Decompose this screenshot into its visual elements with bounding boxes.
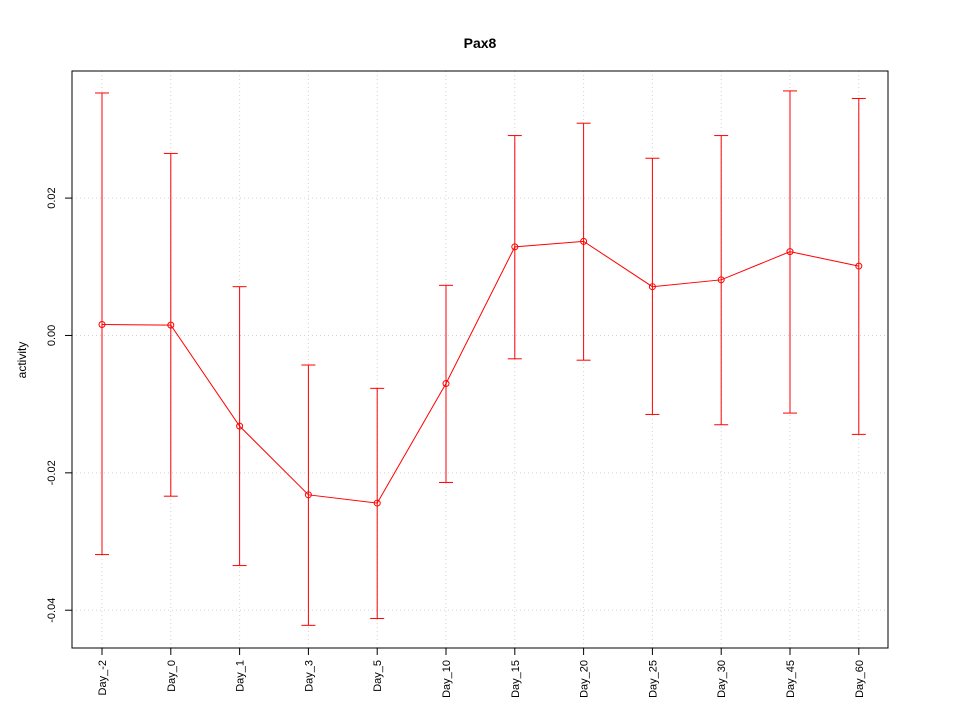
data-point [648,283,656,291]
data-point [373,499,381,507]
chart-title: Pax8 [464,35,497,51]
data-point [511,243,519,251]
series-line [101,240,859,504]
x-tick-label: Day_25 [647,660,659,698]
error-bars [95,90,866,626]
data-point [717,276,725,284]
data-point [442,380,450,388]
data-points [98,237,863,507]
x-tick-label: Day_-2 [97,660,109,695]
x-tick-label: Day_60 [854,660,866,698]
x-tick-label: Day_45 [785,660,797,698]
y-axis-label: activity [15,342,29,379]
x-tick-label: Day_15 [510,660,522,698]
y-tick-label: -0.04 [46,598,58,623]
axes: -0.04 -0.02 0.00 0.02 Day_-2 Day_0 Day_1 Day_3 D… [46,187,866,698]
data-point [304,491,312,499]
y-tick-label: -0.02 [46,460,58,485]
x-tick-label: Day_20 [579,660,591,698]
x-tick-label: Day_30 [716,660,728,698]
x-tick-label: Day_3 [303,660,315,692]
series-line-group [101,240,859,504]
x-tick-label: Day_5 [372,660,384,692]
data-point [786,248,794,256]
y-tick-label: 0.02 [46,187,58,208]
x-tick-label: Day_10 [441,660,453,698]
data-point [580,237,588,245]
data-point [855,262,863,270]
data-point [98,320,106,328]
plot-frame [71,70,889,649]
x-tick-label: Day_0 [166,660,178,692]
x-tick-label: Day_1 [235,660,247,692]
data-point [236,422,244,430]
data-point [167,321,175,329]
y-tick-label: 0.00 [46,325,58,346]
